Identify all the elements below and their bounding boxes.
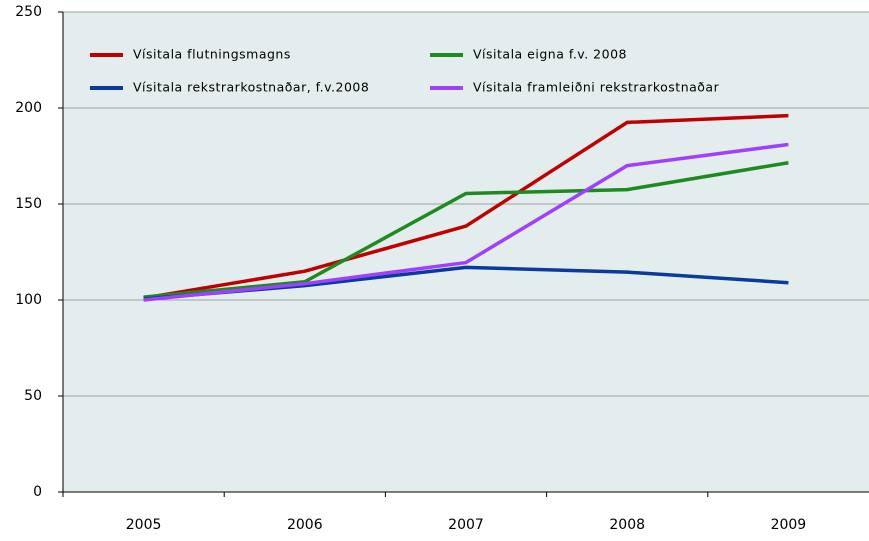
y-tick-label: 100 [15,292,42,308]
y-tick-label: 50 [24,388,42,404]
x-tick-label: 2009 [771,517,807,533]
legend-label: Vísitala eigna f.v. 2008 [473,47,627,62]
legend-label: Vísitala framleiðni rekstrarkostnaðar [473,80,720,95]
x-tick-label: 2006 [287,517,323,533]
series-line [143,160,789,299]
x-tick-label: 2007 [448,517,484,533]
series-line [143,113,789,300]
legend-label: Vísitala rekstrarkostnaðar, f.v.2008 [133,80,369,95]
legend-label: Vísitala flutningsmagns [133,47,291,62]
y-tick-label: 250 [15,4,42,20]
x-tick-label: 2008 [609,517,645,533]
y-tick-label: 0 [33,484,42,500]
y-tick-label: 150 [15,196,42,212]
plot-area [63,12,869,492]
y-tick-label: 200 [15,100,42,116]
x-tick-label: 2005 [126,517,162,533]
series-line [143,142,789,302]
